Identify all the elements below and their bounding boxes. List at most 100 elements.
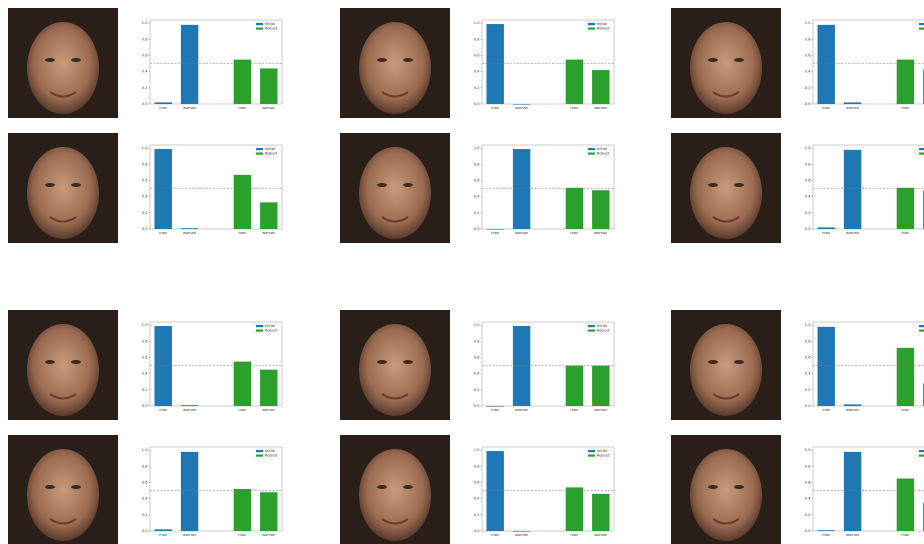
bar <box>180 405 199 406</box>
y-tick-label: 0.6 <box>142 356 148 360</box>
bar <box>843 149 862 229</box>
y-tick-label: 0.0 <box>474 227 480 231</box>
x-tick-label: man <box>159 231 167 235</box>
face-mouth <box>381 216 409 223</box>
bar <box>180 24 199 104</box>
face-eye <box>734 360 744 364</box>
face-eye <box>708 360 718 364</box>
bar <box>512 149 531 229</box>
x-tick-label: woman <box>515 408 528 412</box>
face-shape <box>690 22 762 114</box>
legend-swatch <box>919 152 924 155</box>
legend-swatch <box>919 454 924 457</box>
face-eye <box>45 58 55 62</box>
x-tick-label: woman <box>846 231 859 235</box>
y-tick-label: 0.6 <box>805 481 811 485</box>
bar <box>233 361 252 406</box>
plot-frame <box>812 19 924 105</box>
y-tick-label: 0.4 <box>474 195 480 199</box>
legend-swatch <box>256 148 263 151</box>
x-tick-label: woman <box>262 408 275 412</box>
legend-box <box>916 448 924 459</box>
x-tick-label: woman <box>515 106 528 110</box>
x-tick-label: woman <box>262 533 275 537</box>
plot-frame <box>812 446 924 532</box>
legend-label: Initial <box>597 147 607 151</box>
y-tick-label: 0.2 <box>142 211 148 215</box>
face-shape <box>27 147 99 239</box>
y-tick-label: 0.4 <box>805 372 811 376</box>
face-eye <box>403 485 413 489</box>
y-tick-label: 0.6 <box>474 179 480 183</box>
bar <box>154 149 172 229</box>
plot-frame <box>481 144 615 230</box>
legend-label: Robust <box>265 454 278 458</box>
legend-box <box>916 146 924 157</box>
x-tick-label: man <box>901 408 909 412</box>
y-tick-label: 1.0 <box>474 448 480 452</box>
bar <box>896 59 915 104</box>
face-shape <box>690 147 762 239</box>
face-eye <box>45 183 55 187</box>
x-tick-label: man <box>159 533 167 537</box>
y-tick-label: 0.4 <box>805 70 811 74</box>
x-tick-label: woman <box>262 106 275 110</box>
x-tick-label: man <box>491 106 499 110</box>
face-eye <box>734 58 744 62</box>
x-tick-label: woman <box>515 533 528 537</box>
bar <box>154 102 172 104</box>
bar <box>154 326 172 406</box>
y-tick-label: 1.0 <box>805 21 811 25</box>
x-tick-label: man <box>238 106 246 110</box>
x-tick-label: man <box>491 231 499 235</box>
legend-swatch <box>256 152 263 155</box>
legend-swatch <box>588 148 595 151</box>
bar <box>896 347 915 406</box>
x-tick-label: man <box>901 106 909 110</box>
y-tick-label: 1.0 <box>142 323 148 327</box>
y-tick-label: 0.8 <box>142 37 148 41</box>
x-tick-label: woman <box>594 231 607 235</box>
x-tick-label: woman <box>846 408 859 412</box>
plot-frame <box>481 321 615 407</box>
y-tick-label: 0.0 <box>474 404 480 408</box>
face-shape <box>27 449 99 541</box>
y-tick-label: 1.0 <box>474 146 480 150</box>
y-tick-label: 0.8 <box>474 37 480 41</box>
bar <box>896 187 915 229</box>
legend-swatch <box>256 329 263 332</box>
y-tick-label: 0.2 <box>142 388 148 392</box>
x-tick-label: man <box>901 533 909 537</box>
legend-box <box>585 448 611 459</box>
y-tick-label: 1.0 <box>142 146 148 150</box>
x-tick-label: man <box>822 533 830 537</box>
legend-label: Robust <box>597 27 610 31</box>
bar <box>233 59 252 104</box>
x-tick-label: woman <box>846 533 859 537</box>
x-tick-label: man <box>901 231 909 235</box>
plot-frame <box>812 321 924 407</box>
legend-swatch <box>588 329 595 332</box>
face-mouth <box>49 393 77 400</box>
x-tick-label: woman <box>183 106 196 110</box>
face-shape <box>27 324 99 416</box>
face-eye <box>708 183 718 187</box>
y-tick-label: 1.0 <box>805 448 811 452</box>
bar <box>512 531 531 532</box>
y-tick-label: 0.0 <box>805 404 811 408</box>
plot-frame <box>149 19 283 105</box>
x-tick-label: woman <box>183 408 196 412</box>
y-tick-label: 0.4 <box>474 497 480 501</box>
face-eye <box>71 183 81 187</box>
legend-label: Initial <box>265 324 275 328</box>
legend-swatch <box>256 23 263 26</box>
y-tick-label: 0.6 <box>142 179 148 183</box>
face-eye <box>708 485 718 489</box>
y-tick-label: 0.0 <box>474 529 480 533</box>
y-tick-label: 0.6 <box>805 356 811 360</box>
bar <box>512 326 531 406</box>
face-mouth <box>712 91 740 98</box>
plot-frame <box>812 144 924 230</box>
bar <box>817 530 835 531</box>
legend-swatch <box>588 152 595 155</box>
